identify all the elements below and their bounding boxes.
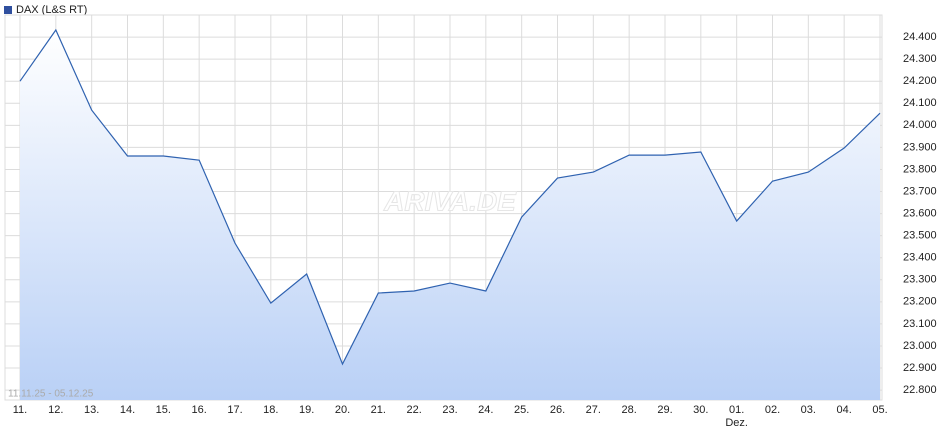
y-tick-label: 23.300 <box>903 274 937 286</box>
legend-swatch <box>4 6 12 14</box>
x-tick-label: 30. <box>693 404 708 416</box>
x-tick-label: 23. <box>442 404 457 416</box>
x-tick-label: 03. <box>801 404 816 416</box>
y-tick-label: 24.300 <box>903 53 937 65</box>
x-tick-label: 29. <box>657 404 672 416</box>
x-tick-label: 26. <box>550 404 565 416</box>
x-tick-label: 11. <box>13 404 27 416</box>
y-tick-label: 23.900 <box>903 141 937 153</box>
x-tick-label: 17. <box>227 404 242 416</box>
date-range: 11.11.25 - 05.12.25 <box>8 389 94 400</box>
y-tick-label: 22.900 <box>903 362 937 374</box>
x-tick-label: 18. <box>263 404 278 416</box>
watermark: ARIVA.DE <box>383 185 517 216</box>
x-tick-label: 28. <box>622 404 637 416</box>
legend-label: DAX (L&S RT) <box>16 4 87 16</box>
y-tick-label: 24.200 <box>903 75 937 87</box>
x-tick-label: 14. <box>120 404 135 416</box>
x-tick-label: 24. <box>478 404 493 416</box>
y-tick-label: 23.600 <box>903 207 937 219</box>
x-tick-label: 13. <box>84 404 99 416</box>
y-tick-label: 23.400 <box>903 252 937 264</box>
x-tick-label: 15. <box>156 404 171 416</box>
y-tick-label: 24.400 <box>903 31 937 43</box>
x-sublabel: Dez. <box>725 417 748 429</box>
line <box>19 28 881 366</box>
x-tick-label: 22. <box>407 404 422 416</box>
y-tick-label: 24.100 <box>903 97 937 109</box>
y-tick-label: 24.000 <box>903 119 937 131</box>
y-tick-label: 23.700 <box>903 185 937 197</box>
x-tick-label: 02. <box>765 404 780 416</box>
y-tick-label: 23.500 <box>903 230 937 242</box>
plot-area: 22.800 22.900 23.000 23.100 23.200 23.300 23.4… <box>4 14 937 429</box>
x-tick-label: 04. <box>837 404 852 416</box>
y-tick-label: 22.800 <box>903 384 937 396</box>
x-tick-label: 12. <box>48 404 63 416</box>
y-tick-label: 23.100 <box>903 318 937 330</box>
x-tick-label: 20. <box>335 404 350 416</box>
x-tick-label: 16. <box>192 404 207 416</box>
y-tick-label: 23.200 <box>903 296 937 308</box>
x-tick-label: 25. <box>514 404 529 416</box>
y-tick-label: 23.000 <box>903 340 937 352</box>
area-fill <box>20 30 880 400</box>
x-tick-label: 27. <box>586 404 601 416</box>
x-tick-label: 19. <box>299 404 314 416</box>
x-tick-label: 01. <box>729 404 744 416</box>
x-tick-label: 05. <box>872 404 887 416</box>
y-tick-label: 23.800 <box>903 163 937 175</box>
x-tick-label: 21. <box>371 404 386 416</box>
